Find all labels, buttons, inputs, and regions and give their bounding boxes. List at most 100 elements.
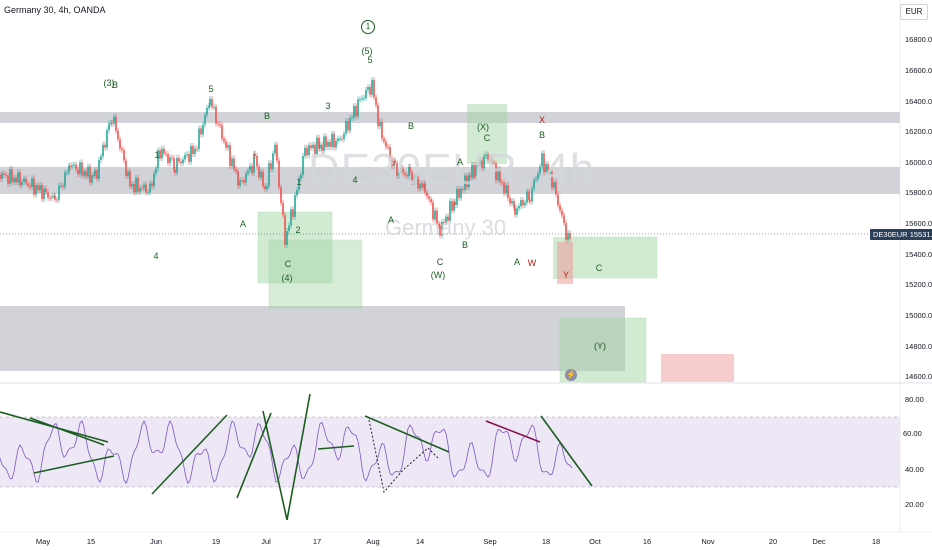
candle-body [565,223,567,240]
candle-body [314,144,316,155]
candle-body [528,191,530,201]
candle-body [200,128,202,135]
candle-body [102,144,104,157]
candle-body [541,153,543,167]
candle-body [221,125,223,139]
candle-body [284,214,286,245]
candle-body [3,173,5,175]
candle-body [509,198,511,204]
candle-body [288,225,290,232]
candle-body [491,158,493,163]
candle-body [89,166,91,183]
candle-body [520,200,522,207]
candle-body [245,173,247,183]
rsi-tick: 80.00 [905,395,924,404]
candle-body [323,136,325,151]
candle-body [256,155,258,167]
candle-body [443,221,445,223]
candle-body [135,177,137,193]
candle-body [329,141,331,147]
candle-body [449,201,451,221]
support-zone-14900 [0,306,625,371]
candle-body [155,168,157,174]
candle-body [408,166,410,177]
candle-body [137,177,139,192]
candle-body [409,166,411,173]
candle-body [123,150,125,161]
candle-body [415,175,417,179]
candle-body [13,177,15,183]
current-price: 15531.8 [909,230,932,239]
wave-label: 5 [208,84,214,94]
candle-body [264,186,266,190]
candle-body [171,157,173,159]
candle-body [51,196,53,198]
target-zone-c4-a [257,211,333,284]
candle-body [487,154,489,160]
candle-body [133,183,135,193]
candle-body [11,169,13,183]
candle-body [365,89,367,99]
time-tick: 20 [768,537,778,546]
candle-body [545,164,547,173]
candle-body [69,165,71,168]
candle-body [359,99,361,101]
currency-button[interactable]: EUR [900,4,928,20]
price-tick: 15200.0 [905,280,932,289]
candle-body [108,123,110,131]
wave-label: 4 [352,175,358,185]
candle-body [229,145,231,167]
candle-body [180,161,182,164]
candle-body [345,120,347,134]
candle-body [539,166,541,174]
candle-body [208,105,210,108]
candle-body [19,172,21,186]
candle-body [411,172,413,182]
candle-body [278,160,280,188]
rsi-trendlines [0,393,593,521]
time-tick: Dec [812,537,826,546]
candle-body [375,97,377,106]
wave-label: W [527,258,537,268]
candle-body [518,206,520,209]
candle-body [290,209,292,226]
candle-body [111,122,113,124]
candle-body [300,174,302,179]
candle-body [173,158,175,170]
candle-body [424,183,426,193]
candle-body [253,153,255,173]
rsi-tick: 40.00 [905,465,924,474]
candle-body [557,194,559,206]
candle-body [522,200,524,206]
candle-body [60,185,62,187]
candle-body [270,163,272,170]
candle-body [75,164,77,170]
candle-body [106,130,108,148]
candle-body [239,180,241,186]
candle-body [479,160,481,167]
candle-body [526,191,528,203]
candle-body [387,146,389,148]
candle-body [391,158,393,167]
candle-body [351,117,353,119]
target-zone-c [570,236,658,279]
candle-body [165,153,167,155]
time-tick: Nov [701,537,715,546]
candle-body [373,80,375,98]
candle-body [237,171,239,186]
candle-body [9,169,11,184]
wave-circle-1: 1 [361,20,375,34]
candle-body [49,197,51,199]
candle-body [489,158,491,160]
candle-body [432,202,434,220]
candle-body [511,200,513,204]
candle-body [139,187,141,192]
candle-body [7,175,9,184]
candle-body [243,180,245,183]
candle-body [355,106,357,117]
candle-body [5,174,7,176]
lightning-icon[interactable]: ⚡ [565,369,577,381]
candle-body [198,128,200,149]
candle-body [436,210,438,224]
